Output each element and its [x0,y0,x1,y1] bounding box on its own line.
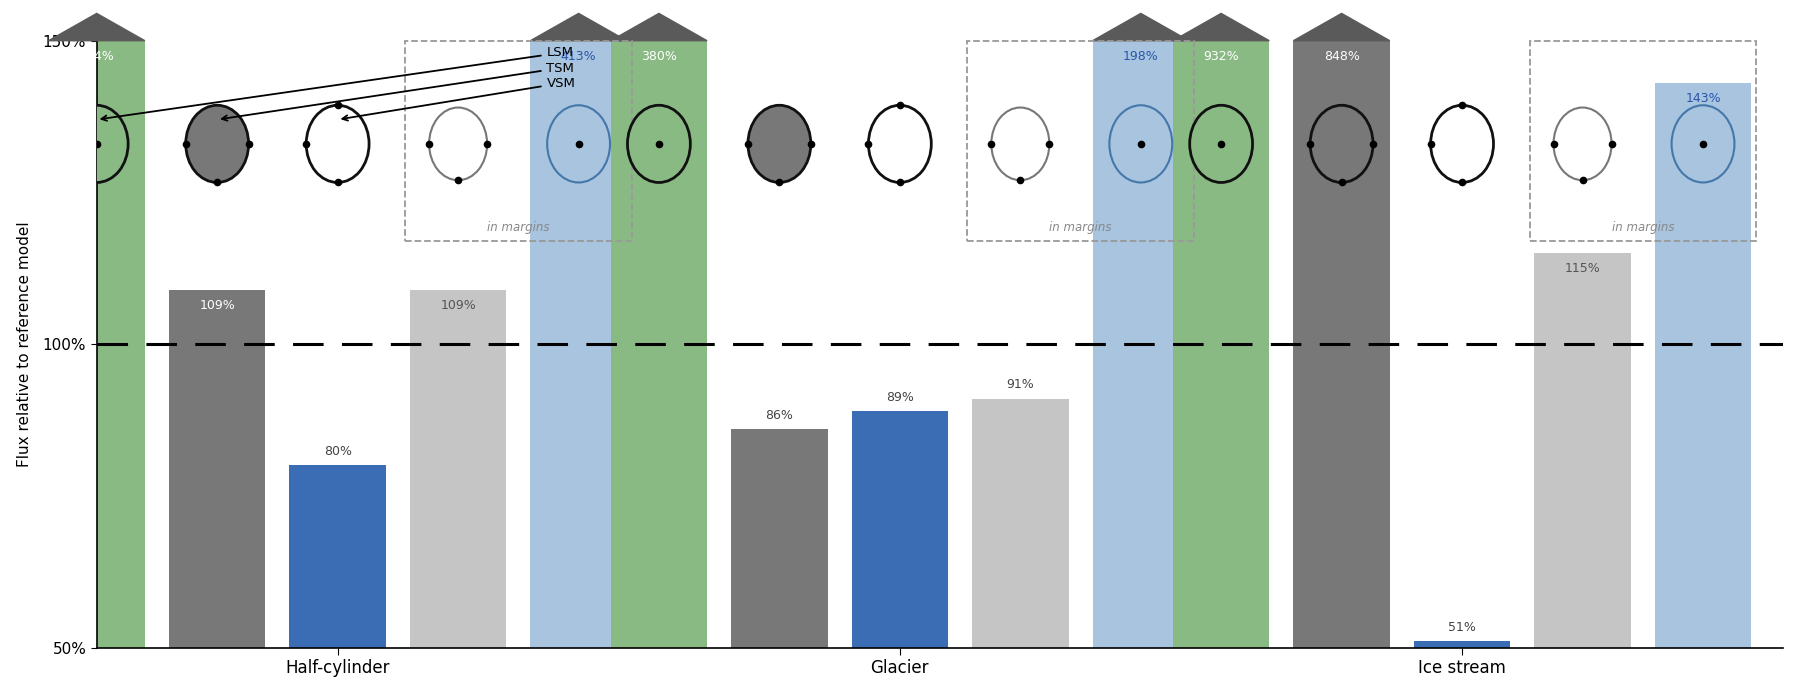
Polygon shape [610,13,707,41]
Text: 86%: 86% [765,409,794,422]
Polygon shape [1093,13,1190,41]
Polygon shape [1174,13,1269,41]
Polygon shape [1294,13,1390,41]
Bar [1174,41,1269,648]
Bar [290,466,385,648]
Ellipse shape [1553,108,1611,180]
Ellipse shape [628,105,691,183]
Text: 848%: 848% [1323,50,1359,63]
Bar [1294,41,1390,648]
Text: 198%: 198% [1123,50,1159,63]
Text: 109%: 109% [441,298,475,312]
Bar [851,411,949,648]
Text: TSM: TSM [221,62,574,121]
Ellipse shape [547,105,610,183]
Bar [972,399,1069,648]
Ellipse shape [1310,105,1373,183]
Bar [410,289,506,648]
Ellipse shape [1190,105,1253,183]
Ellipse shape [992,108,1049,180]
Ellipse shape [185,105,248,183]
Y-axis label: Flux relative to reference model: Flux relative to reference model [16,221,32,467]
Bar [531,41,626,648]
Ellipse shape [1672,105,1735,183]
Text: 80%: 80% [324,446,351,458]
Ellipse shape [1109,105,1172,183]
Bar [967,41,1193,241]
Bar [1534,253,1631,648]
Ellipse shape [1431,105,1494,183]
Text: in margins: in margins [1049,221,1112,234]
Bar [49,41,144,648]
Text: in margins: in margins [488,221,549,234]
Text: LSM: LSM [101,46,574,121]
Text: 51%: 51% [1449,621,1476,634]
Bar [610,41,707,648]
Bar [169,289,265,648]
Ellipse shape [306,105,369,183]
Text: 932%: 932% [1204,50,1238,63]
Text: in margins: in margins [1611,221,1674,234]
Text: 413%: 413% [562,50,596,63]
Ellipse shape [749,105,810,183]
Text: 474%: 474% [79,50,115,63]
Polygon shape [531,13,626,41]
Bar [405,41,632,241]
Text: VSM: VSM [342,77,576,121]
Bar [1530,41,1757,241]
Text: 380%: 380% [641,50,677,63]
Bar [731,429,828,648]
Text: 89%: 89% [886,391,914,404]
Bar [1654,83,1751,648]
Text: 109%: 109% [200,298,236,312]
Polygon shape [49,13,144,41]
Ellipse shape [428,108,488,180]
Text: 143%: 143% [1685,92,1721,105]
Text: 91%: 91% [1006,378,1035,391]
Text: 115%: 115% [1564,262,1600,276]
Bar [1413,641,1510,648]
Ellipse shape [65,105,128,183]
Ellipse shape [868,105,931,183]
Bar [1093,41,1190,648]
